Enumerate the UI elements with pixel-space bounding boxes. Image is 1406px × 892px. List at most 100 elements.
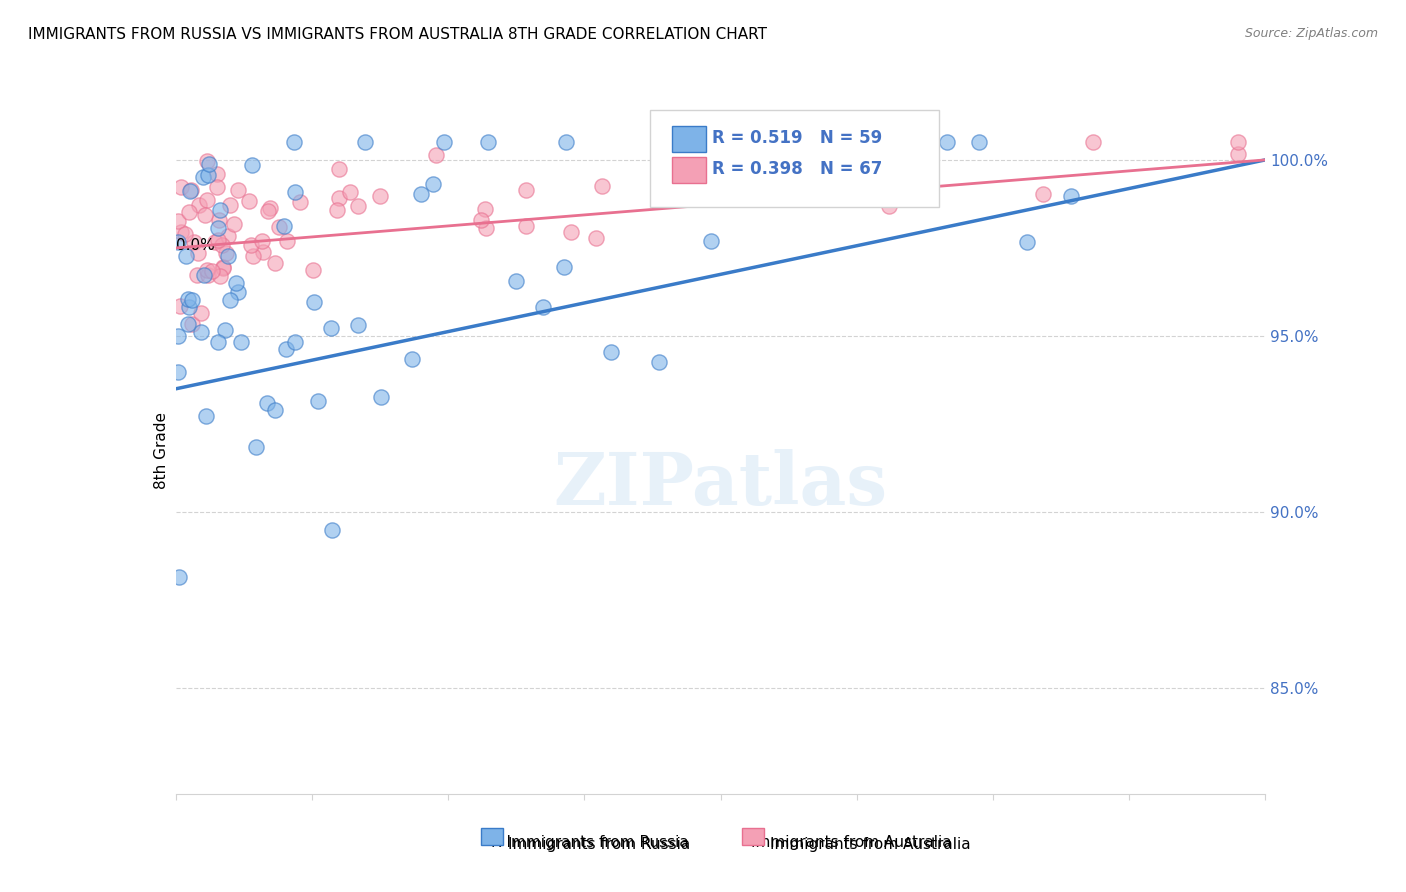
Point [187, 245, 209, 260]
Point [307, 394, 329, 409]
Point [195, 409, 218, 424]
Point [267, 220, 290, 235]
Point [179, 184, 201, 198]
Point [245, 440, 267, 454]
Point [225, 276, 247, 290]
Point [477, 135, 499, 149]
Point [700, 234, 723, 248]
Point [169, 300, 191, 314]
Point [409, 187, 432, 202]
Point [201, 264, 224, 278]
Point [226, 183, 249, 197]
Point [288, 195, 311, 210]
Point [197, 268, 219, 282]
Point [273, 219, 295, 233]
Point [190, 325, 212, 339]
Point [328, 191, 350, 205]
Point [211, 238, 233, 252]
Point [217, 228, 239, 243]
Point [553, 260, 575, 275]
Point [328, 162, 350, 177]
Point [167, 329, 190, 343]
Point [868, 192, 890, 206]
Point [560, 225, 582, 239]
Point [353, 135, 375, 149]
Point [179, 301, 201, 315]
Point [195, 194, 218, 208]
Point [193, 268, 215, 282]
Text: R = 0.519   N = 59: R = 0.519 N = 59 [711, 129, 882, 147]
Point [170, 225, 193, 239]
Point [208, 213, 231, 227]
Point [180, 183, 202, 197]
Point [591, 178, 613, 193]
Point [207, 233, 229, 247]
Point [179, 205, 201, 219]
Point [838, 186, 860, 201]
Point [170, 179, 193, 194]
Point [205, 167, 228, 181]
Point [321, 523, 343, 537]
Point [219, 293, 242, 308]
Y-axis label: 8th Grade: 8th Grade [153, 412, 169, 489]
Text: R = 0.398   N = 67: R = 0.398 N = 67 [711, 160, 882, 178]
Point [219, 197, 242, 211]
Point [174, 249, 197, 263]
Point [231, 334, 253, 349]
Point [242, 248, 264, 262]
Point [226, 285, 249, 299]
Point [174, 227, 197, 241]
Point [1227, 147, 1250, 161]
Text: Immigrants from Russia: Immigrants from Russia [508, 838, 690, 852]
Text: Immigrants from Australia: Immigrants from Australia [751, 835, 952, 850]
Point [1032, 187, 1054, 202]
Point [167, 235, 190, 250]
FancyBboxPatch shape [650, 111, 939, 207]
Point [252, 234, 274, 248]
Point [422, 177, 444, 191]
Text: Source: ZipAtlas.com: Source: ZipAtlas.com [1244, 27, 1378, 40]
Point [204, 235, 226, 249]
Point [877, 199, 900, 213]
Point [264, 256, 287, 270]
Point [256, 395, 278, 409]
Point [214, 322, 236, 336]
Point [263, 402, 285, 417]
FancyBboxPatch shape [672, 127, 706, 152]
Point [167, 214, 190, 228]
Point [274, 342, 297, 356]
Point [207, 221, 229, 235]
Point [475, 221, 498, 235]
Point [425, 147, 447, 161]
Point [256, 204, 278, 219]
Point [190, 306, 212, 320]
Point [505, 274, 527, 288]
Point [326, 203, 349, 218]
Point [1227, 135, 1250, 149]
Point [1059, 188, 1081, 202]
Point [180, 293, 202, 307]
Point [177, 318, 200, 332]
Point [474, 202, 496, 216]
Point [368, 188, 391, 202]
Point [240, 158, 263, 172]
Point [212, 260, 235, 275]
Point [222, 218, 245, 232]
Point [301, 262, 323, 277]
Point [167, 365, 190, 379]
Point [515, 184, 537, 198]
Point [347, 318, 370, 333]
Point [647, 355, 669, 369]
Point [176, 292, 198, 306]
Point [321, 321, 343, 335]
Point [470, 212, 492, 227]
Text: R Immigrants from Russia: R Immigrants from Russia [491, 835, 689, 850]
Point [600, 345, 623, 359]
Text: 0.0%: 0.0% [176, 237, 215, 252]
Point [197, 168, 219, 182]
Point [181, 317, 204, 331]
Point [191, 170, 214, 185]
Point [284, 185, 307, 199]
Text: ZIPatlas: ZIPatlas [554, 450, 887, 520]
Point [198, 157, 221, 171]
